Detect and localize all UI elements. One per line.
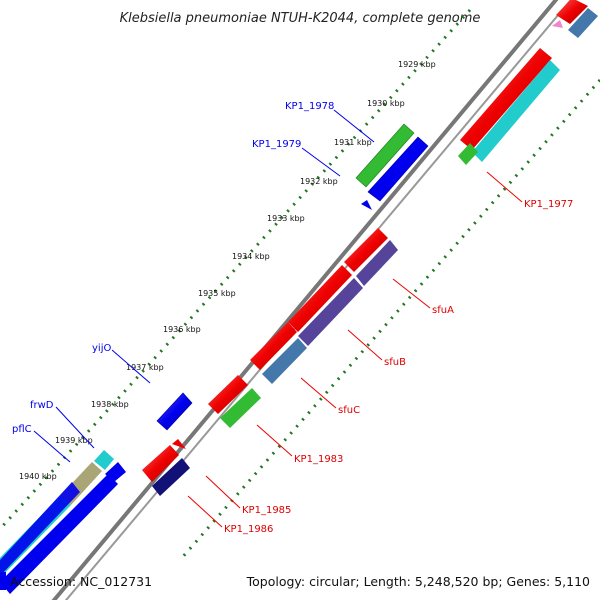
genome-backbone xyxy=(51,0,559,600)
tick-line-outer xyxy=(0,8,472,532)
gene-sfua[interactable] xyxy=(356,240,398,286)
gene-kp1-1977-green[interactable] xyxy=(458,143,478,165)
kbp-label: 1929 kbp xyxy=(398,60,436,69)
gene-kp1-1979[interactable] xyxy=(367,136,429,202)
gene-label-kp1-1978[interactable]: KP1_1978 xyxy=(285,101,334,112)
forward-features xyxy=(0,123,429,594)
gene-label-yijo[interactable]: yijO xyxy=(92,343,111,354)
reverse-gene-labels xyxy=(187,171,523,528)
gene-sfub-red[interactable] xyxy=(288,265,352,332)
gene-kp1-1985[interactable] xyxy=(142,445,179,482)
footer-accession: Accession: NC_012731 xyxy=(10,574,152,589)
gene-top-steel[interactable] xyxy=(568,8,598,38)
gene-label-kp1-1979[interactable]: KP1_1979 xyxy=(252,139,301,150)
gene-label-pflc[interactable]: pflC xyxy=(12,424,32,435)
gene-kp1-1978[interactable] xyxy=(355,123,415,188)
gene-kp1-1977[interactable] xyxy=(460,48,552,150)
kbp-tick-labels: 1929 kbp 1930 kbp 1931 kbp 1932 kbp 1933… xyxy=(19,60,436,481)
kbp-label: 1932 kbp xyxy=(300,177,338,186)
gene-sfuc[interactable] xyxy=(262,338,307,384)
gene-sfua-red[interactable] xyxy=(344,228,388,272)
forward-gene-labels xyxy=(33,109,375,463)
gene-kp1-1983[interactable] xyxy=(220,388,261,428)
gene-label-sfua[interactable]: sfuA xyxy=(432,305,454,316)
gene-kp1-1986[interactable] xyxy=(152,458,190,496)
gene-label-sfub[interactable]: sfuB xyxy=(384,357,406,368)
kbp-label: 1940 kbp xyxy=(19,472,57,481)
gene-kp1-1977-cyan[interactable] xyxy=(472,60,560,162)
tick-line-inner xyxy=(178,79,600,561)
gene-top-pink[interactable] xyxy=(552,20,563,28)
gene-sfub[interactable] xyxy=(298,278,363,346)
gene-kp1-1985-small[interactable] xyxy=(172,439,186,449)
gene-yijo[interactable] xyxy=(156,392,193,431)
gene-small-arrow[interactable] xyxy=(361,200,372,210)
kbp-label: 1935 kbp xyxy=(198,289,236,298)
kbp-label: 1938 kbp xyxy=(91,400,129,409)
map-title: Klebsiella pneumoniae NTUH-K2044, comple… xyxy=(120,11,481,26)
gene-label-kp1-1977[interactable]: KP1_1977 xyxy=(524,199,573,210)
kbp-label: 1930 kbp xyxy=(367,99,405,108)
gene-label-kp1-1985[interactable]: KP1_1985 xyxy=(242,505,291,516)
gene-label-frwd[interactable]: frwD xyxy=(30,400,54,411)
gene-label-kp1-1986[interactable]: KP1_1986 xyxy=(224,524,273,535)
kbp-label: 1939 kbp xyxy=(55,436,93,445)
gene-frwd[interactable] xyxy=(94,450,114,470)
kbp-label: 1931 kbp xyxy=(334,138,372,147)
reverse-features xyxy=(142,0,598,496)
gene-kp1-1983-red[interactable] xyxy=(208,375,248,414)
kbp-label: 1933 kbp xyxy=(267,214,305,223)
gene-top-red[interactable] xyxy=(556,0,588,24)
gene-sfuc-red[interactable] xyxy=(250,322,297,370)
gene-label-kp1-1983[interactable]: KP1_1983 xyxy=(294,454,343,465)
gene-pflc-blue-b[interactable] xyxy=(0,482,80,576)
kbp-label: 1934 kbp xyxy=(232,252,270,261)
kbp-label: 1936 kbp xyxy=(163,325,201,334)
gene-label-sfuc[interactable]: sfuC xyxy=(338,405,360,416)
gene-pflc-blue[interactable] xyxy=(0,474,118,594)
footer-summary: Topology: circular; Length: 5,248,520 bp… xyxy=(246,574,590,589)
footer-strand-marker xyxy=(0,572,6,590)
kbp-label: 1937 kbp xyxy=(126,363,164,372)
